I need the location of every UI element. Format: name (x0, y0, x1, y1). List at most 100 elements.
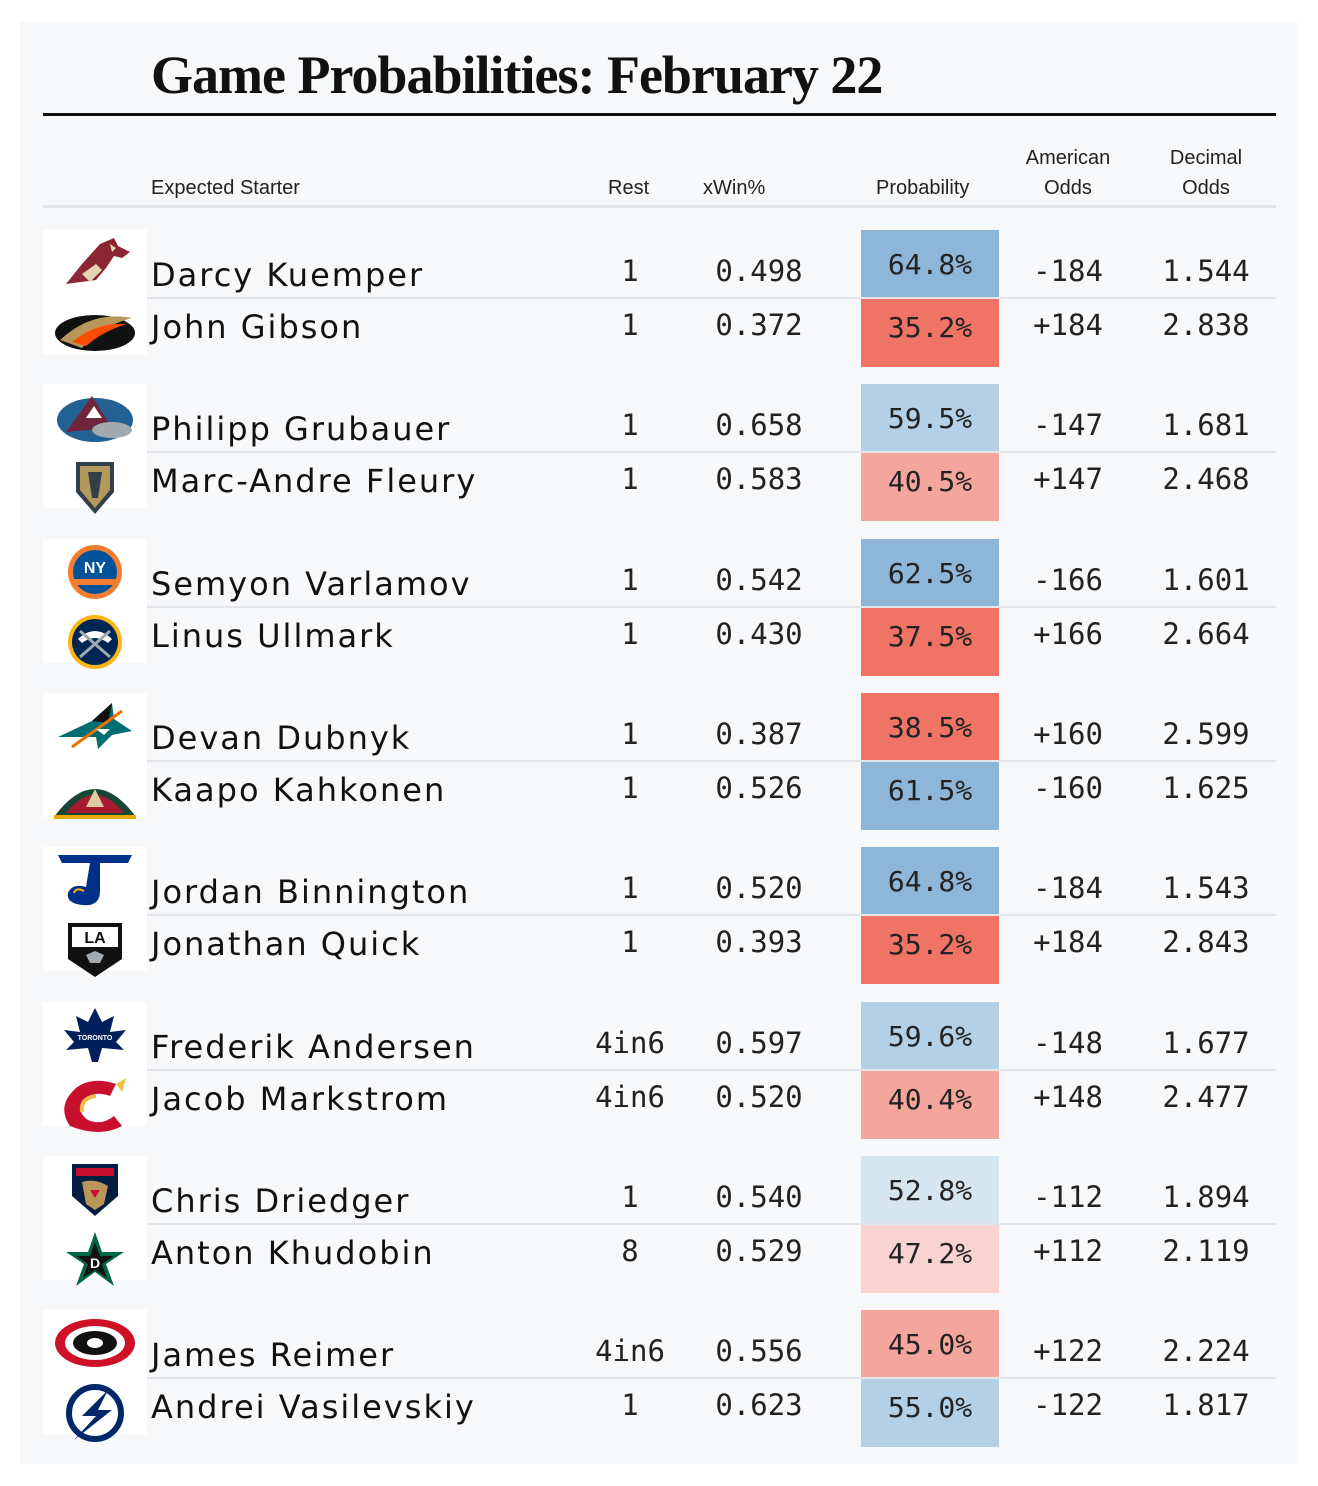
american-odds-value: -147 (1033, 408, 1103, 442)
decimal-odds-value: 2.843 (1162, 925, 1250, 959)
row-divider (147, 1223, 1276, 1225)
flames-logo-icon (52, 1076, 138, 1134)
xwin-value: 0.540 (715, 1180, 803, 1214)
sharks-logo-icon (52, 697, 138, 755)
starter-name: Anton Khudobin (151, 1234, 435, 1272)
probability-cell: 62.5% (861, 539, 999, 606)
american-odds-value: +147 (1033, 462, 1103, 496)
probability-cell: 52.8% (861, 1156, 999, 1223)
xwin-value: 0.520 (715, 1080, 803, 1114)
maple-leafs-logo-icon: TORONTO (52, 1006, 138, 1064)
starter-name: Philipp Grubauer (151, 410, 452, 448)
chart-title: Game Probabilities: February 22 (151, 45, 883, 105)
svg-text:NY: NY (84, 560, 107, 577)
probability-label: 59.6% (887, 1020, 973, 1053)
xwin-value: 0.387 (715, 717, 803, 751)
starter-name: Linus Ullmark (151, 617, 395, 655)
starter-name: Andrei Vasilevskiy (151, 1388, 476, 1426)
probability-label: 37.5% (887, 620, 973, 653)
probability-cell: 37.5% (861, 608, 999, 676)
game-block: James Reimer 4in6 0.556 45.0% +122 2.224 Andre… (0, 1310, 1318, 1450)
rest-value: 1 (621, 308, 639, 342)
starter-name: Frederik Andersen (151, 1028, 476, 1066)
game-block: Devan Dubnyk 1 0.387 38.5% +160 2.599 Kaapo Ka… (0, 693, 1318, 833)
xwin-value: 0.372 (715, 308, 803, 342)
avalanche-logo-icon (52, 388, 138, 446)
golden-knights-logo-icon (52, 458, 138, 516)
kings-logo-icon: LA (52, 921, 138, 979)
probability-cell: 59.5% (861, 384, 999, 451)
row-divider (147, 914, 1276, 916)
american-odds-value: -184 (1033, 254, 1103, 288)
xwin-value: 0.597 (715, 1026, 803, 1060)
rest-value: 1 (621, 771, 639, 805)
rest-value: 1 (621, 254, 639, 288)
title-divider (43, 113, 1276, 116)
game-block: Darcy Kuemper 1 0.498 64.8% -184 1.544 John Gi… (0, 230, 1318, 370)
probability-cell: 55.0% (861, 1379, 999, 1447)
rest-value: 1 (621, 925, 639, 959)
american-odds-value: +148 (1033, 1080, 1103, 1114)
probability-cell: 64.8% (861, 230, 999, 297)
american-odds-value: +160 (1033, 717, 1103, 751)
rest-value: 4in6 (595, 1080, 665, 1114)
rest-value: 1 (621, 462, 639, 496)
xwin-value: 0.623 (715, 1388, 803, 1422)
probability-label: 62.5% (887, 557, 973, 590)
sabres-logo-icon (52, 613, 138, 671)
islanders-logo-icon: NY (52, 543, 138, 601)
header-decimal-odds-line2: Odds (1182, 177, 1230, 199)
rest-value: 1 (621, 871, 639, 905)
rest-value: 1 (621, 563, 639, 597)
decimal-odds-value: 2.468 (1162, 462, 1250, 496)
decimal-odds-value: 2.664 (1162, 617, 1250, 651)
header-expected-starter: Expected Starter (151, 177, 300, 199)
decimal-odds-value: 1.544 (1162, 254, 1250, 288)
rest-value: 4in6 (595, 1334, 665, 1368)
coyotes-logo-icon (52, 234, 138, 292)
probability-label: 55.0% (887, 1391, 973, 1424)
rest-value: 1 (621, 1180, 639, 1214)
xwin-value: 0.583 (715, 462, 803, 496)
game-block: NY Semyon Varlamov 1 0.542 62.5% -166 1.601 Lin… (0, 539, 1318, 679)
xwin-value: 0.529 (715, 1234, 803, 1268)
probability-label: 35.2% (887, 311, 973, 344)
probability-label: 64.8% (887, 865, 973, 898)
american-odds-value: +166 (1033, 617, 1103, 651)
starter-name: Jonathan Quick (151, 925, 422, 963)
rest-value: 4in6 (595, 1026, 665, 1060)
xwin-value: 0.658 (715, 408, 803, 442)
probability-label: 35.2% (887, 928, 973, 961)
game-block: TORONTO Frederik Andersen 4in6 0.597 59.6% -1… (0, 1002, 1318, 1142)
probability-cell: 35.2% (861, 916, 999, 984)
american-odds-value: -160 (1033, 771, 1103, 805)
starter-name: Jordan Binnington (151, 873, 471, 911)
american-odds-value: +184 (1033, 925, 1103, 959)
probability-cell: 38.5% (861, 693, 999, 760)
decimal-odds-value: 1.894 (1162, 1180, 1250, 1214)
american-odds-value: -148 (1033, 1026, 1103, 1060)
probability-cell: 40.5% (861, 453, 999, 521)
probability-cell: 61.5% (861, 762, 999, 830)
probability-cell: 64.8% (861, 847, 999, 914)
probability-label: 52.8% (887, 1174, 973, 1207)
blues-logo-icon (52, 851, 138, 909)
starter-name: John Gibson (151, 308, 364, 346)
svg-text:LA: LA (84, 930, 106, 947)
header-decimal-odds-line1: Decimal (1169, 147, 1243, 169)
row-divider (147, 297, 1276, 299)
decimal-odds-value: 2.477 (1162, 1080, 1250, 1114)
decimal-odds-value: 2.119 (1162, 1234, 1250, 1268)
header-american-odds-line1: American (1025, 147, 1111, 169)
game-block: Chris Driedger 1 0.540 52.8% -112 1.894 D Anton… (0, 1156, 1318, 1296)
probability-cell: 59.6% (861, 1002, 999, 1069)
decimal-odds-value: 1.817 (1162, 1388, 1250, 1422)
probability-cell: 35.2% (861, 299, 999, 367)
american-odds-value: +122 (1033, 1334, 1103, 1368)
decimal-odds-value: 1.677 (1162, 1026, 1250, 1060)
ducks-logo-icon (52, 304, 138, 362)
wild-logo-icon (52, 767, 138, 825)
row-divider (147, 1069, 1276, 1071)
xwin-value: 0.498 (715, 254, 803, 288)
